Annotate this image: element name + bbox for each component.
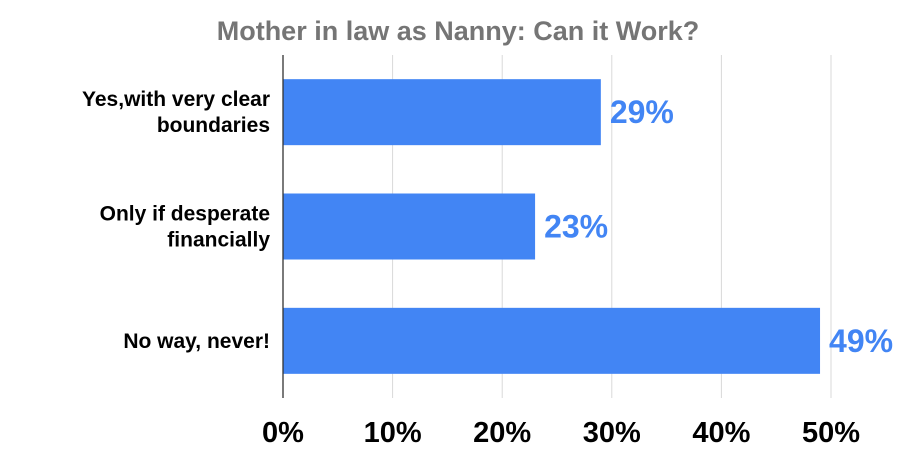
- x-tick-label: 30%: [583, 417, 641, 449]
- bar-data-label: 49%: [829, 323, 893, 359]
- bar: [283, 193, 536, 260]
- bar: [283, 79, 601, 146]
- chart-title: Mother in law as Nanny: Can it Work?: [217, 16, 700, 46]
- category-label: No way, never!: [123, 330, 270, 353]
- bar-data-label: 23%: [544, 209, 608, 245]
- labels: 0% 10% 20% 30% 40% 50% 29% Yes,with very clear b…: [82, 88, 893, 449]
- category-label: boundaries: [157, 114, 270, 137]
- bar: [283, 307, 821, 374]
- bar-data-label: 29%: [610, 94, 674, 130]
- category-label: Yes,with very clear: [82, 88, 270, 111]
- x-tick-label: 20%: [473, 417, 531, 449]
- bars: [283, 79, 821, 374]
- category-label: financially: [167, 229, 270, 252]
- x-tick-label: 40%: [692, 417, 750, 449]
- x-tick-label: 10%: [364, 417, 422, 449]
- x-tick-label: 0%: [262, 417, 304, 449]
- x-tick-label: 50%: [802, 417, 860, 449]
- category-label: Only if desperate: [100, 203, 270, 226]
